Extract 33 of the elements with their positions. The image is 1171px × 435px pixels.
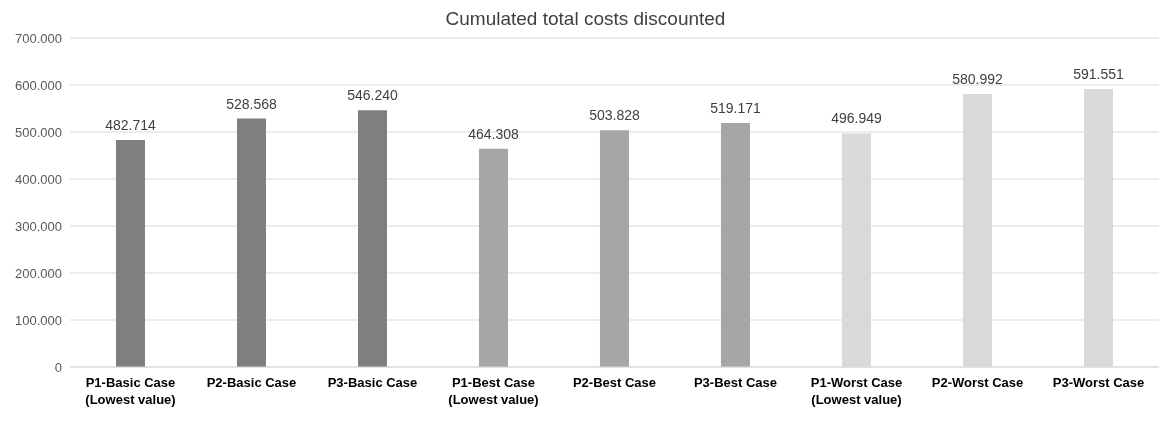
- data-label: 591.551: [1073, 65, 1124, 82]
- data-label: 519.171: [710, 99, 761, 116]
- y-tick-label: 0: [54, 359, 62, 375]
- y-tick-label: 100.000: [15, 312, 62, 328]
- x-tick-label: P2-Basic Case: [206, 375, 297, 390]
- y-tick-label: 300.000: [15, 218, 62, 234]
- x-tick-label: P1-Best Case (Lowest value): [448, 375, 539, 407]
- data-label: 503.828: [589, 107, 640, 124]
- bar: [599, 130, 629, 367]
- x-tick-label: P3-Worst Case: [1052, 375, 1145, 390]
- chart-title: Cumulated total costs discounted: [444, 8, 727, 30]
- x-tick-label: P3-Best Case: [693, 375, 778, 390]
- data-label: 528.568: [226, 95, 277, 112]
- data-label: 546.240: [347, 87, 398, 104]
- x-tick-label: P1-Basic Case (Lowest value): [85, 375, 176, 407]
- bar: [236, 118, 266, 367]
- y-tick-label: 500.000: [15, 124, 62, 140]
- bar: [115, 140, 145, 367]
- data-label: 496.949: [831, 110, 882, 127]
- x-tick-label: P2-Worst Case: [931, 375, 1024, 390]
- data-label: 482.714: [105, 117, 156, 134]
- x-tick-label: P1-Worst Case (Lowest value): [810, 375, 903, 407]
- y-tick-label: 200.000: [15, 265, 62, 281]
- y-tick-label: 600.000: [15, 77, 62, 93]
- x-tick-label: P3-Basic Case: [327, 375, 418, 390]
- bar: [720, 122, 750, 367]
- data-label: 464.308: [468, 125, 519, 142]
- bar: [478, 148, 508, 367]
- bar: [357, 110, 387, 367]
- data-label: 580.992: [952, 70, 1003, 87]
- y-tick-label: 700.000: [15, 30, 62, 46]
- x-tick-label: P2-Best Case: [572, 375, 657, 390]
- y-tick-label: 400.000: [15, 171, 62, 187]
